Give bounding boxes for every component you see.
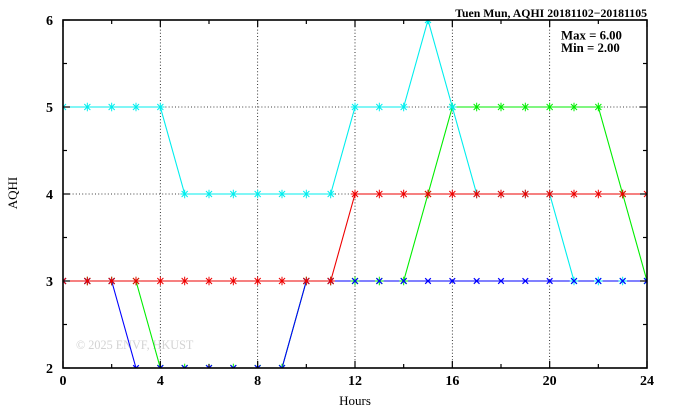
svg-text:4: 4 (157, 374, 164, 389)
svg-text:12: 12 (348, 374, 362, 389)
svg-text:2: 2 (46, 362, 53, 377)
svg-text:© 2025 ENVF, HKUST: © 2025 ENVF, HKUST (76, 338, 194, 352)
svg-text:24: 24 (640, 374, 654, 389)
svg-text:0: 0 (60, 374, 67, 389)
svg-text:AQHI: AQHI (5, 177, 20, 210)
svg-text:16: 16 (445, 374, 459, 389)
svg-text:Hours: Hours (339, 393, 371, 408)
svg-text:5: 5 (46, 101, 53, 116)
svg-text:4: 4 (46, 188, 53, 203)
svg-text:20: 20 (543, 374, 557, 389)
svg-text:6: 6 (46, 14, 53, 29)
svg-text:8: 8 (254, 374, 261, 389)
svg-text:3: 3 (46, 275, 53, 290)
svg-text:Tuen Mun, AQHI 20181102−201811: Tuen Mun, AQHI 20181102−20181105 (455, 6, 647, 20)
svg-text:Min = 2.00: Min = 2.00 (561, 41, 620, 55)
